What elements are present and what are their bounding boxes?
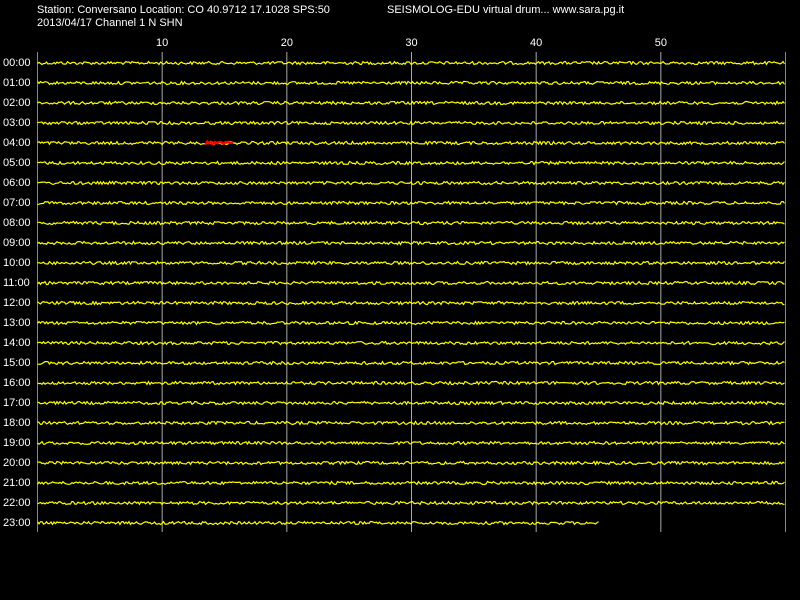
trace <box>37 520 599 526</box>
trace <box>37 440 785 446</box>
row-label: 14:00 <box>3 337 31 349</box>
row-label: 15:00 <box>3 357 31 369</box>
trace <box>37 400 785 406</box>
trace <box>37 460 785 466</box>
row-label: 19:00 <box>3 437 31 449</box>
row-label: 04:00 <box>3 137 31 149</box>
event-trace <box>204 139 234 146</box>
x-tick-label: 10 <box>156 37 168 49</box>
trace <box>37 100 785 106</box>
trace <box>37 340 785 346</box>
x-tick-label: 50 <box>655 37 667 49</box>
row-label: 11:00 <box>3 277 30 289</box>
trace <box>37 140 785 146</box>
app-info: SEISMOLOG-EDU virtual drum... www.sara.p… <box>387 4 624 16</box>
trace <box>37 60 786 66</box>
row-label: 05:00 <box>3 157 31 169</box>
row-label: 12:00 <box>3 297 31 309</box>
row-label: 09:00 <box>3 237 31 249</box>
trace <box>37 160 785 166</box>
date-channel: 2013/04/17 Channel 1 N SHN <box>37 17 183 29</box>
row-label: 22:00 <box>3 497 31 509</box>
trace <box>37 80 785 86</box>
row-label: 10:00 <box>3 257 31 269</box>
trace <box>37 280 785 286</box>
row-label: 02:00 <box>3 97 31 109</box>
row-label: 07:00 <box>3 197 31 209</box>
row-label: 01:00 <box>3 77 31 89</box>
row-label: 13:00 <box>3 317 31 329</box>
trace <box>36 480 785 486</box>
x-tick-label: 20 <box>281 37 293 49</box>
row-label: 18:00 <box>3 417 31 429</box>
trace <box>37 180 785 186</box>
trace <box>37 120 785 126</box>
trace <box>37 260 785 266</box>
trace <box>37 200 785 206</box>
trace <box>37 320 785 326</box>
row-label: 23:00 <box>3 517 31 529</box>
row-label: 16:00 <box>3 377 31 389</box>
x-tick-label: 40 <box>530 37 542 49</box>
row-label: 03:00 <box>3 117 31 129</box>
trace <box>37 300 785 306</box>
trace <box>37 420 785 426</box>
x-tick-label: 30 <box>405 37 417 49</box>
row-label: 06:00 <box>3 177 31 189</box>
trace <box>37 240 785 246</box>
row-label: 00:00 <box>3 57 31 69</box>
row-label: 08:00 <box>3 217 31 229</box>
station-info: Station: Conversano Location: CO 40.9712… <box>37 4 330 16</box>
row-label: 17:00 <box>3 397 31 409</box>
row-label: 21:00 <box>3 477 31 489</box>
trace <box>37 380 785 386</box>
trace <box>37 500 785 506</box>
trace <box>37 220 785 226</box>
row-label: 20:00 <box>3 457 31 469</box>
trace <box>37 360 785 366</box>
